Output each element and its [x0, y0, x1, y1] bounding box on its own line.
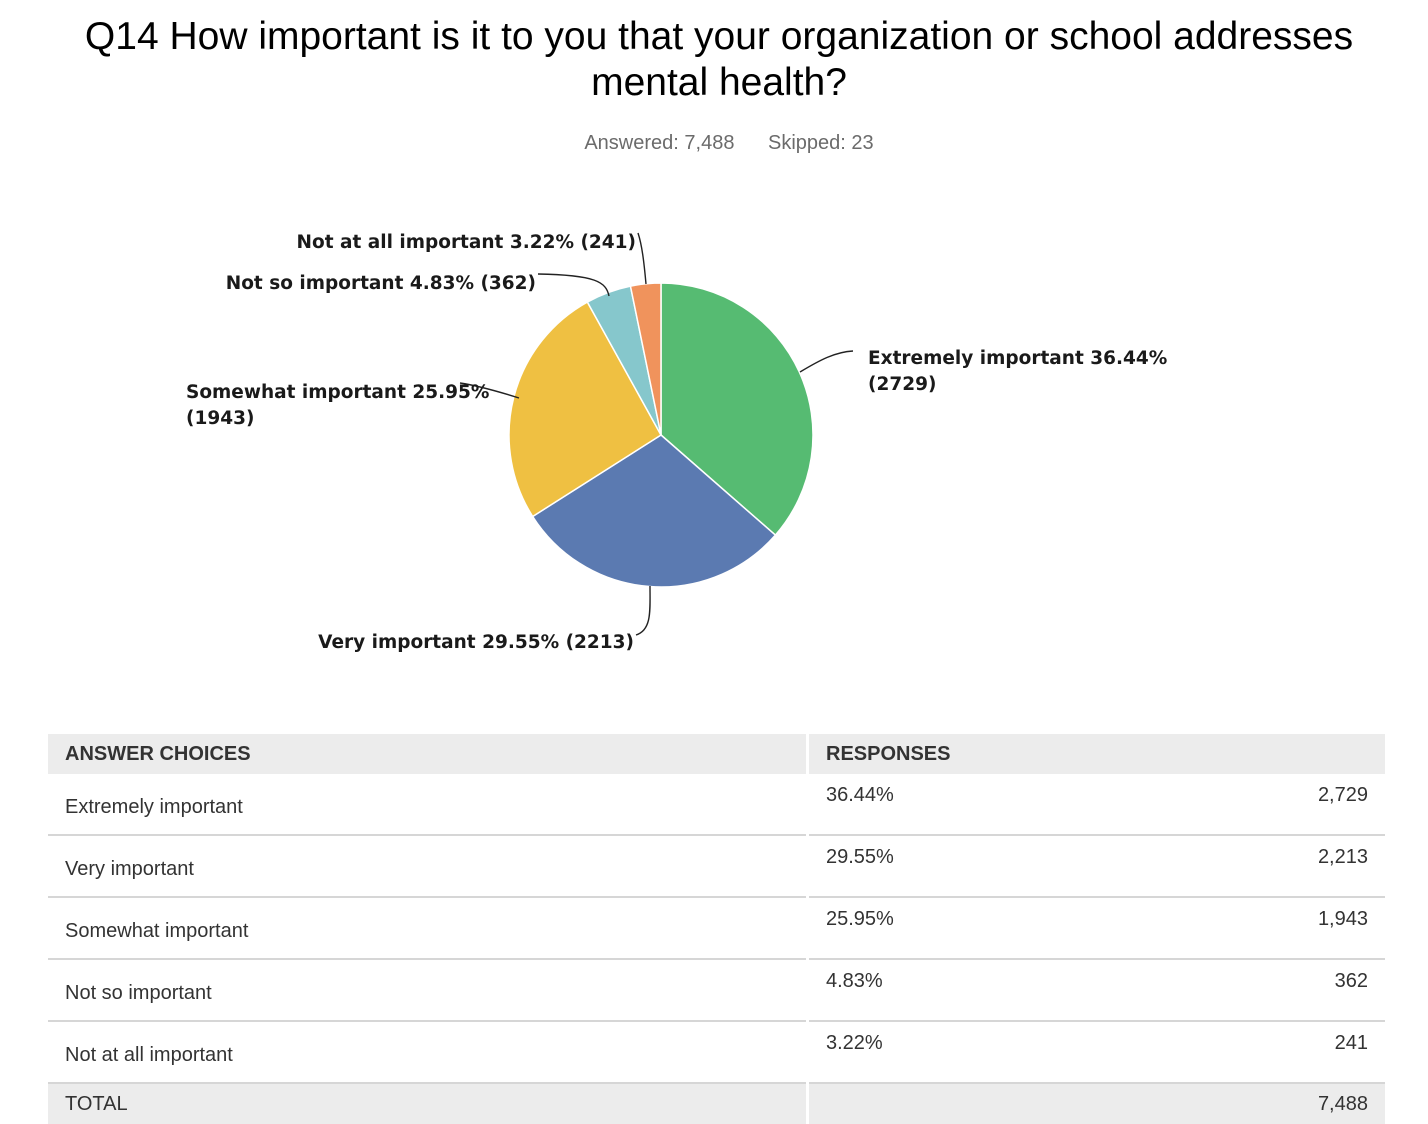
row-choice: Very important — [48, 835, 809, 898]
table-total-row: TOTAL 7,488 — [48, 1083, 1385, 1124]
leader-line-extremely-important — [799, 350, 854, 373]
data-label-very-important: Very important 29.55% (2213) — [318, 632, 634, 653]
responses-table: ANSWER CHOICES RESPONSES Extremely impor… — [48, 734, 1385, 1124]
row-percent: 3.22% — [807, 1021, 1126, 1084]
pie-chart: Extremely important 36.44% (2729) Very imp… — [186, 232, 1167, 653]
row-count: 1,943 — [1125, 897, 1385, 960]
total-label: TOTAL — [48, 1083, 809, 1124]
table-row: Very important 29.55% 2,213 — [48, 835, 1385, 898]
row-choice: Extremely important — [48, 774, 809, 836]
table-row: Somewhat important 25.95% 1,943 — [48, 897, 1385, 960]
table-row: Not so important 4.83% 362 — [48, 959, 1385, 1022]
data-label-extremely-important: Extremely important 36.44% — [868, 348, 1167, 369]
table-row: Extremely important 36.44% 2,729 — [48, 774, 1385, 836]
response-summary: Answered: 7,488 Skipped: 23 — [0, 132, 1428, 155]
row-count: 362 — [1125, 959, 1385, 1022]
answered-count: Answered: 7,488 — [584, 132, 735, 154]
pie-slice-extremely-important — [660, 282, 814, 537]
header-answer-choices: ANSWER CHOICES — [48, 734, 809, 774]
data-label-extremely-important: (2729) — [868, 374, 936, 395]
table-header-row: ANSWER CHOICES RESPONSES — [48, 734, 1385, 774]
row-choice: Somewhat important — [48, 897, 809, 960]
header-responses: RESPONSES — [807, 734, 1385, 774]
data-label-somewhat-important: (1943) — [186, 408, 254, 429]
leader-line-somewhat-important — [459, 382, 520, 399]
row-percent: 36.44% — [807, 774, 1126, 836]
row-choice: Not so important — [48, 959, 809, 1022]
total-count: 7,488 — [1125, 1083, 1385, 1124]
row-percent: 29.55% — [807, 835, 1126, 898]
page-title: Q14 How important is it to you that your… — [84, 15, 1354, 104]
row-percent: 4.83% — [807, 959, 1126, 1022]
row-choice: Not at all important — [48, 1021, 809, 1084]
row-count: 241 — [1125, 1021, 1385, 1084]
leader-line-not-at-all-important — [637, 232, 647, 285]
data-label-not-so-important: Not so important 4.83% (362) — [226, 273, 536, 294]
skipped-count: Skipped: 23 — [768, 132, 874, 154]
pie-slice-somewhat-important — [508, 301, 662, 518]
row-percent: 25.95% — [807, 897, 1126, 960]
leader-line-not-so-important — [537, 273, 610, 297]
row-count: 2,213 — [1125, 835, 1385, 898]
data-label-somewhat-important: Somewhat important 25.95% — [186, 382, 489, 403]
table-row: Not at all important 3.22% 241 — [48, 1021, 1385, 1084]
data-label-not-at-all-important: Not at all important 3.22% (241) — [297, 232, 636, 253]
leader-line-very-important — [635, 585, 651, 636]
row-count: 2,729 — [1125, 774, 1385, 836]
total-percent — [807, 1083, 1126, 1124]
